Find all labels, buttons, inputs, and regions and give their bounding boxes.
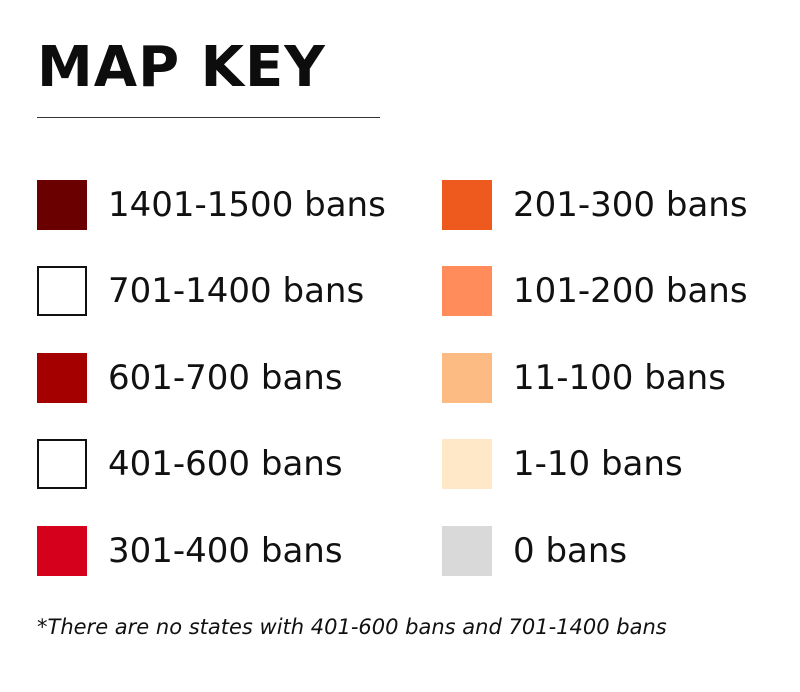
legend-item-1401-1500: 1401-1500 bans bbox=[37, 180, 386, 230]
map-key-title: MAP KEY bbox=[37, 35, 326, 100]
color-swatch bbox=[37, 266, 87, 316]
color-swatch bbox=[442, 266, 492, 316]
color-swatch bbox=[37, 353, 87, 403]
legend-item-0: 0 bans bbox=[442, 526, 627, 576]
legend-item-1-10: 1-10 bans bbox=[442, 439, 683, 489]
legend-item-401-600: 401-600 bans bbox=[37, 439, 343, 489]
legend-label: 1401-1500 bans bbox=[108, 185, 386, 225]
legend-item-601-700: 601-700 bans bbox=[37, 353, 343, 403]
legend-label: 1-10 bans bbox=[513, 444, 683, 484]
color-swatch bbox=[442, 526, 492, 576]
color-swatch bbox=[442, 180, 492, 230]
legend-label: 0 bans bbox=[513, 531, 628, 571]
color-swatch bbox=[37, 439, 87, 489]
legend-item-101-200: 101-200 bans bbox=[442, 266, 748, 316]
legend-label: 601-700 bans bbox=[108, 358, 343, 398]
color-swatch bbox=[37, 526, 87, 576]
legend-item-301-400: 301-400 bans bbox=[37, 526, 343, 576]
legend-label: 701-1400 bans bbox=[108, 271, 365, 311]
legend-item-701-1400: 701-1400 bans bbox=[37, 266, 364, 316]
color-swatch bbox=[442, 353, 492, 403]
legend-label: 301-400 bans bbox=[108, 531, 343, 571]
legend-item-201-300: 201-300 bans bbox=[442, 180, 748, 230]
legend-label: 11-100 bans bbox=[513, 358, 726, 398]
legend-label: 401-600 bans bbox=[108, 444, 343, 484]
legend-label: 201-300 bans bbox=[513, 185, 748, 225]
legend-label: 101-200 bans bbox=[513, 271, 748, 311]
title-divider bbox=[37, 117, 380, 118]
footnote: *There are no states with 401-600 bans a… bbox=[37, 615, 667, 639]
color-swatch bbox=[37, 180, 87, 230]
legend-item-11-100: 11-100 bans bbox=[442, 353, 726, 403]
color-swatch bbox=[442, 439, 492, 489]
